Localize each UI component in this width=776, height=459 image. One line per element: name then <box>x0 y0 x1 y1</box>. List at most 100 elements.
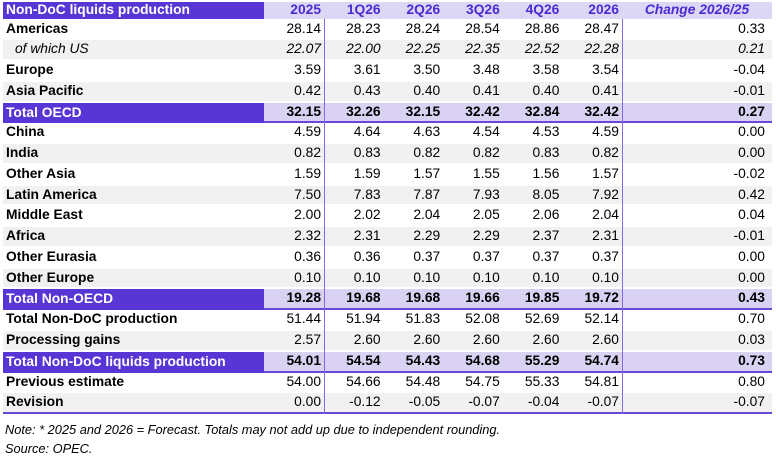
row-label: Processing gains <box>3 330 264 352</box>
change-cell: 0.42 <box>621 185 772 207</box>
change-cell: 0.43 <box>621 289 772 311</box>
col-header-2025: 2025 <box>264 2 324 20</box>
table-title: Non-DoC liquids production <box>3 2 264 20</box>
change-cell: 0.21 <box>621 40 772 62</box>
value-cell: 0.83 <box>324 144 384 165</box>
col-header-2q26: 2Q26 <box>383 2 444 20</box>
value-cell: 0.40 <box>502 81 563 103</box>
value-cell: 19.66 <box>443 289 503 311</box>
value-cell: 32.42 <box>562 102 622 124</box>
change-cell: -0.01 <box>621 81 772 103</box>
change-cell: 0.00 <box>621 123 772 145</box>
row-label: Other Europe <box>3 268 264 290</box>
value-cell: 4.59 <box>264 123 324 145</box>
table-total-row: Total Non-DoC liquids production 54.01 54.… <box>3 351 772 373</box>
value-cell: 19.72 <box>562 289 622 311</box>
value-cell: 19.68 <box>383 289 444 311</box>
value-cell: 2.37 <box>502 227 563 248</box>
value-cell: 1.56 <box>502 165 563 186</box>
value-cell: 0.82 <box>383 144 444 165</box>
change-cell: 0.70 <box>621 310 772 331</box>
row-label: Europe <box>3 61 264 82</box>
change-cell: 0.00 <box>621 144 772 165</box>
value-cell: 28.86 <box>502 20 563 41</box>
col-header-3q26: 3Q26 <box>443 2 503 20</box>
row-label: Total Non-OECD <box>3 289 264 311</box>
value-cell: 55.33 <box>502 373 563 394</box>
value-cell: 2.32 <box>264 227 324 248</box>
row-label: Asia Pacific <box>3 81 264 103</box>
table-row: Americas 28.14 28.23 28.24 28.54 28.86 28.47 0.… <box>3 20 772 41</box>
value-cell: 32.15 <box>264 102 324 124</box>
row-label: Total OECD <box>3 102 264 124</box>
value-cell: 2.02 <box>324 206 384 228</box>
value-cell: 4.59 <box>562 123 622 145</box>
value-cell: 28.14 <box>264 20 324 41</box>
value-cell: 3.54 <box>562 61 622 82</box>
value-cell: 7.83 <box>324 185 384 207</box>
change-cell: 0.03 <box>621 330 772 352</box>
row-label: India <box>3 144 264 165</box>
value-cell: 1.59 <box>264 165 324 186</box>
table-note: Note: * 2025 and 2026 = Forecast. Totals… <box>5 422 501 437</box>
change-cell: 0.00 <box>621 268 772 290</box>
row-label: Other Asia <box>3 165 264 186</box>
value-cell: 28.54 <box>443 20 503 41</box>
table-row: Other Europe 0.10 0.10 0.10 0.10 0.10 0.10 0.00 <box>3 268 772 290</box>
value-cell: 2.57 <box>264 330 324 352</box>
row-label: Total Non-DoC liquids production <box>3 351 264 373</box>
table-row: Europe 3.59 3.61 3.50 3.48 3.58 3.54 -0.04 <box>3 61 772 82</box>
value-cell: 2.60 <box>383 330 444 352</box>
value-cell: 32.26 <box>324 102 384 124</box>
value-cell: 54.66 <box>324 373 384 394</box>
value-cell: 54.00 <box>264 373 324 394</box>
value-cell: 51.44 <box>264 310 324 331</box>
table-row: Africa 2.32 2.31 2.29 2.29 2.37 2.31 -0.01 <box>3 227 772 248</box>
row-label: Africa <box>3 227 264 248</box>
value-cell: 0.37 <box>562 248 622 269</box>
value-cell: 22.00 <box>324 40 384 62</box>
table-row: Latin America 7.50 7.83 7.87 7.93 8.05 7.92 0.4… <box>3 185 772 207</box>
value-cell: 54.54 <box>324 351 384 373</box>
value-cell: 32.42 <box>443 102 503 124</box>
row-label: Total Non-DoC production <box>3 310 264 331</box>
value-cell: 0.00 <box>264 393 324 415</box>
value-cell: 0.37 <box>443 248 503 269</box>
value-cell: 0.10 <box>264 268 324 290</box>
value-cell: 1.57 <box>383 165 444 186</box>
value-cell: 3.50 <box>383 61 444 82</box>
change-cell: -0.02 <box>621 165 772 186</box>
table-row: Other Asia 1.59 1.59 1.57 1.55 1.56 1.57 -0.02 <box>3 165 772 186</box>
change-cell: -0.01 <box>621 227 772 248</box>
col-header-4q26: 4Q26 <box>502 2 563 20</box>
value-cell: 3.59 <box>264 61 324 82</box>
value-cell: 19.68 <box>324 289 384 311</box>
table-source: Source: OPEC. <box>5 441 93 456</box>
value-cell: -0.07 <box>443 393 503 415</box>
value-cell: 0.37 <box>383 248 444 269</box>
change-cell: 0.33 <box>621 20 772 41</box>
row-label: Americas <box>3 20 264 41</box>
value-cell: -0.05 <box>383 393 444 415</box>
value-cell: 32.15 <box>383 102 444 124</box>
value-cell: 2.04 <box>383 206 444 228</box>
value-cell: 0.40 <box>383 81 444 103</box>
value-cell: 4.54 <box>443 123 503 145</box>
value-cell: 52.08 <box>443 310 503 331</box>
change-cell: 0.00 <box>621 248 772 269</box>
value-cell: 0.10 <box>383 268 444 290</box>
value-cell: 2.29 <box>383 227 444 248</box>
value-cell: 0.41 <box>562 81 622 103</box>
table-total-row: Total Non-OECD 19.28 19.68 19.68 19.66 19.85 1… <box>3 289 772 311</box>
value-cell: 19.28 <box>264 289 324 311</box>
value-cell: 1.55 <box>443 165 503 186</box>
value-cell: 19.85 <box>502 289 563 311</box>
value-cell: 2.29 <box>443 227 503 248</box>
table-row: Other Eurasia 0.36 0.36 0.37 0.37 0.37 0.37 0.0… <box>3 248 772 269</box>
value-cell: 4.53 <box>502 123 563 145</box>
value-cell: 0.10 <box>443 268 503 290</box>
value-cell: 51.83 <box>383 310 444 331</box>
table-row: China 4.59 4.64 4.63 4.54 4.53 4.59 0.00 <box>3 123 772 145</box>
value-cell: 55.29 <box>502 351 563 373</box>
